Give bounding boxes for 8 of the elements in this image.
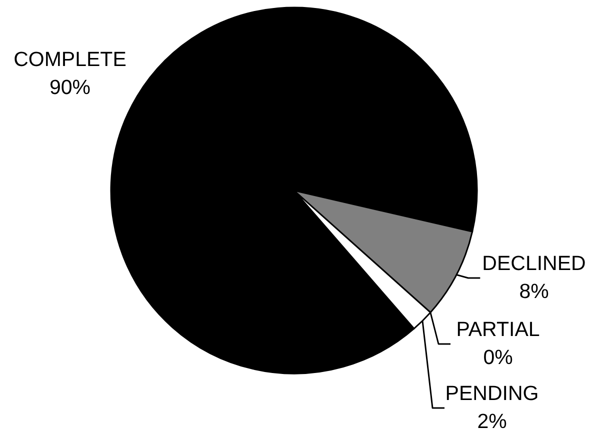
data-label: 8%	[519, 280, 549, 303]
data-label: 0%	[483, 346, 513, 369]
slice-label: DECLINED	[482, 252, 586, 275]
slice-label: COMPLETE	[14, 48, 126, 71]
data-label: 2%	[477, 410, 507, 432]
slice-label: PARTIAL	[456, 318, 540, 341]
slice-label: PENDING	[445, 382, 539, 405]
data-label: 90%	[49, 76, 91, 99]
